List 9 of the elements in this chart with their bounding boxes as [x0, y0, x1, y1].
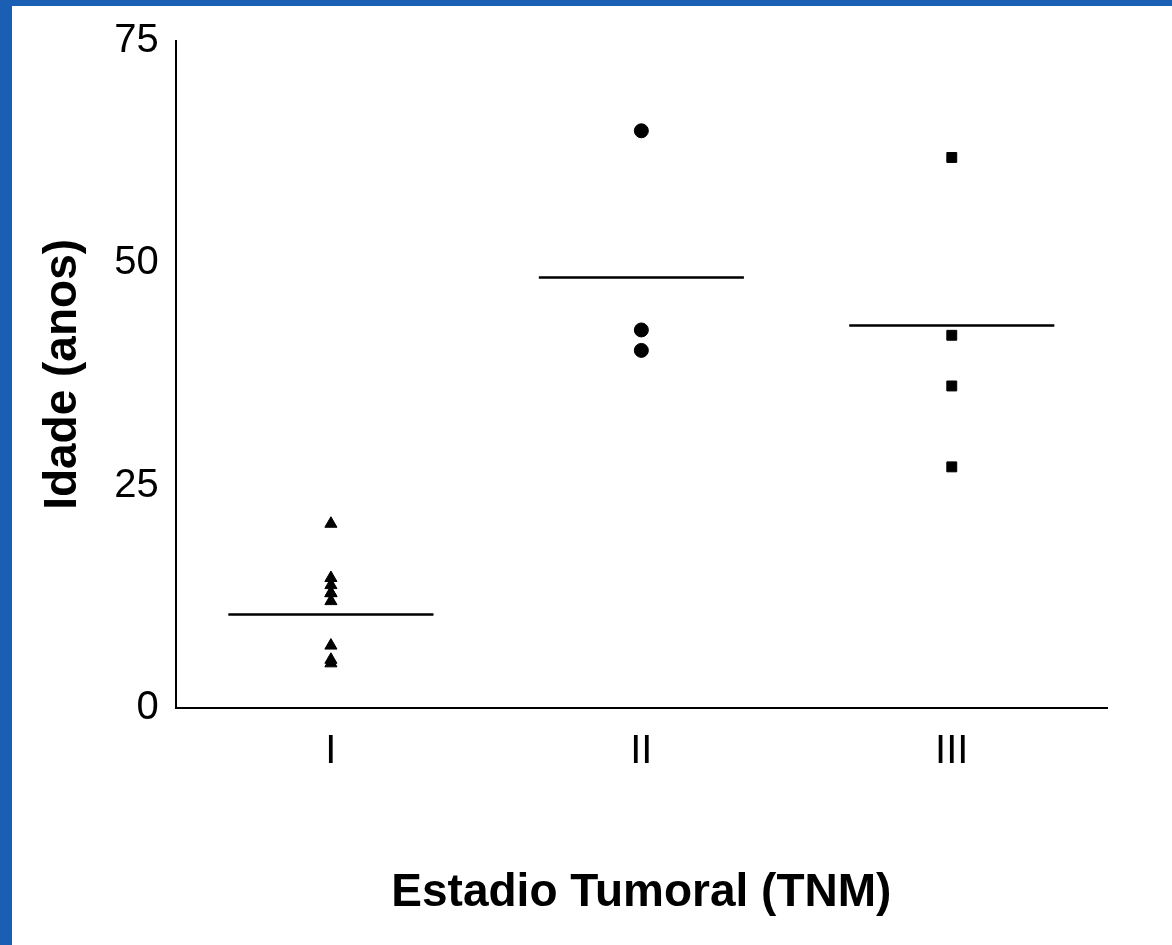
- y-tick-label: 50: [114, 238, 159, 283]
- x-tick-label: III: [935, 726, 969, 771]
- x-tick-label: I: [325, 726, 337, 771]
- y-tick-label: 0: [136, 682, 159, 727]
- y-tick-label: 25: [114, 460, 159, 505]
- y-axis-title: Idade (anos): [34, 238, 87, 510]
- x-tick-label: II: [630, 726, 653, 771]
- y-tick-label: 75: [114, 16, 159, 61]
- x-axis-title: Estadio Tumoral (TNM): [391, 864, 892, 917]
